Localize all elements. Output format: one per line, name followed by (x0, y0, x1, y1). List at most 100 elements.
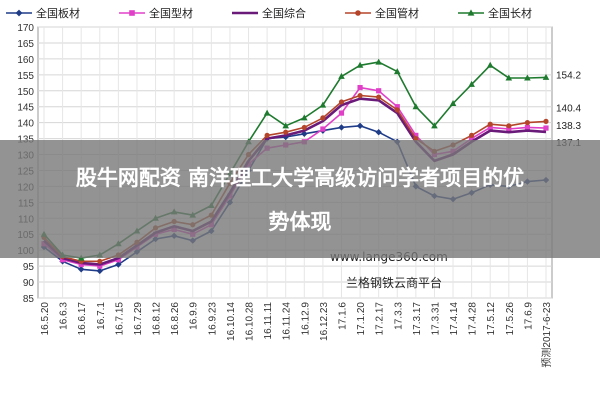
x-tick-label: 17.6.9 (523, 302, 534, 330)
overlay-band (0, 140, 600, 258)
data-point (394, 107, 400, 113)
x-tick-label: 16.8.26 (170, 302, 181, 336)
y-tick-label: 160 (17, 55, 34, 66)
data-point (338, 110, 345, 116)
data-point (338, 124, 345, 131)
data-point (487, 124, 493, 131)
x-tick-label: 16.7.15 (114, 302, 125, 336)
data-point (356, 122, 364, 130)
data-point (97, 263, 103, 269)
data-point (449, 100, 457, 107)
legend-marker (467, 9, 475, 16)
data-point (469, 135, 475, 142)
x-tick-label: 17.3.17 (412, 302, 423, 336)
data-point (301, 124, 307, 131)
data-label: 154.2 (556, 70, 581, 81)
data-point (505, 74, 513, 81)
x-tick-label: 16.10.14 (226, 302, 237, 341)
x-tick-label: 17.4.28 (468, 302, 479, 336)
data-point (357, 92, 363, 99)
y-tick-label: 165 (17, 39, 34, 50)
data-point (264, 132, 270, 138)
x-tick-label: 16.8.12 (152, 302, 163, 336)
data-point (375, 58, 382, 65)
data-point (486, 61, 494, 68)
data-point (96, 267, 103, 275)
data-point (320, 126, 326, 132)
data-point (263, 109, 271, 116)
x-tick-label: 16.7.1 (96, 302, 107, 330)
overlay-headline-continued: 势体现 (268, 210, 332, 234)
x-tick-label: 16.9.9 (189, 302, 200, 330)
x-tick-label: 17.5.12 (486, 302, 497, 336)
x-tick-label: 16.9.23 (207, 302, 218, 336)
data-point (376, 88, 382, 94)
x-tick-label: 17.3.31 (430, 302, 441, 336)
data-point (300, 114, 308, 121)
x-tick-label: 17.2.17 (375, 302, 386, 336)
x-tick-label: 16.12.23 (319, 302, 330, 341)
data-point (338, 99, 345, 105)
x-tick-label: 16.11.11 (263, 302, 274, 340)
y-tick-label: 155 (17, 71, 34, 82)
data-point (115, 257, 121, 263)
data-point (524, 124, 531, 131)
data-point (375, 129, 382, 136)
legend-label: 全国板材 (36, 6, 80, 20)
data-point (320, 115, 326, 121)
data-point (524, 120, 531, 126)
data-point (376, 94, 382, 100)
data-point (506, 126, 512, 132)
x-tick-label: 16.6.17 (77, 302, 88, 336)
legend-label: 全国综合 (262, 6, 306, 20)
data-point (487, 121, 493, 127)
y-tick-label: 95 (23, 262, 35, 273)
data-point (413, 135, 419, 142)
x-tick-label: 16.5.20 (40, 302, 51, 336)
legend-label: 全国管材 (375, 6, 419, 20)
x-tick-label: 16.11.24 (282, 302, 293, 341)
data-point (97, 258, 103, 264)
x-tick-label: 17.5.26 (505, 302, 516, 336)
data-point (282, 122, 290, 129)
data-point (543, 125, 549, 131)
data-point (78, 261, 84, 268)
x-tick-label: 16.7.29 (133, 302, 144, 336)
data-point (356, 61, 364, 68)
watermark-platform: 兰格钢铁云商平台 (346, 276, 443, 290)
data-label: 138.3 (556, 121, 581, 132)
y-tick-label: 150 (17, 87, 34, 98)
x-tick-label: 17.1.6 (337, 302, 348, 330)
x-tick-label: 16.10.28 (245, 302, 256, 341)
y-tick-label: 90 (23, 278, 35, 289)
overlay-headline: 股牛网配资 南洋理工大学高级访问学者项目的优 (75, 166, 525, 190)
x-tick-label: 17.3.3 (393, 302, 404, 330)
legend-marker (129, 10, 135, 16)
legend-marker (355, 10, 361, 16)
legend-label: 全国型材 (149, 6, 193, 20)
data-point (59, 257, 66, 263)
data-label: 140.4 (556, 103, 581, 114)
data-point (412, 103, 420, 110)
data-point (115, 261, 122, 268)
x-tick-label: 17.4.14 (449, 302, 460, 336)
data-point (319, 101, 327, 108)
x-tick-label: 17.1.20 (356, 302, 367, 336)
x-tick-label: 16.12.9 (300, 302, 311, 336)
data-point (542, 73, 550, 80)
data-point (283, 129, 289, 135)
x-tick-label: 预测2017-6-23 (540, 302, 553, 368)
data-point (393, 68, 401, 75)
legend-label: 全国长材 (488, 6, 532, 20)
y-tick-label: 85 (23, 294, 35, 305)
data-point (394, 104, 400, 110)
data-point (431, 122, 438, 129)
data-point (543, 118, 549, 124)
data-point (506, 123, 512, 129)
y-tick-label: 170 (17, 23, 34, 34)
data-point (413, 132, 419, 138)
x-tick-label: 16.6.3 (59, 302, 70, 330)
data-point (469, 132, 475, 138)
y-tick-label: 140 (17, 119, 34, 130)
